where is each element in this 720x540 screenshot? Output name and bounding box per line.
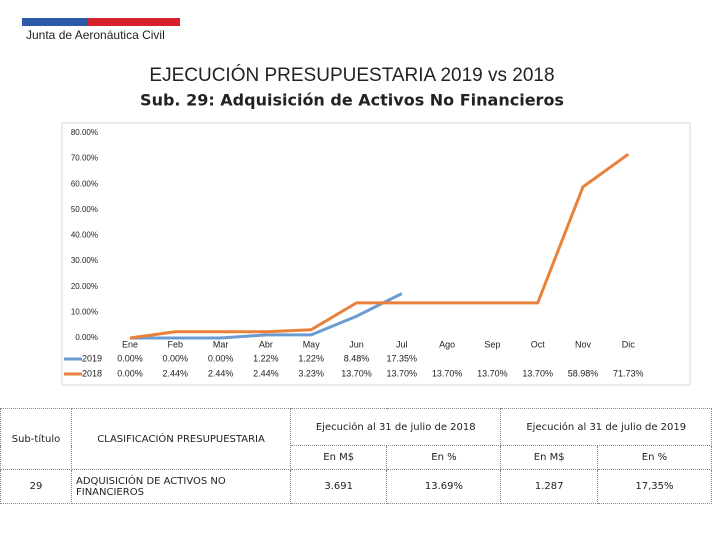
data-label: 2.44% bbox=[253, 368, 279, 378]
data-label: 2.44% bbox=[163, 368, 189, 378]
data-label: 0.00% bbox=[117, 368, 143, 378]
plot-frame bbox=[61, 122, 691, 386]
x-tick-label: Jul bbox=[396, 339, 408, 349]
y-tick-label: 60.00% bbox=[71, 179, 98, 188]
header-cell: Ejecución al 31 de julio de 2019 bbox=[500, 408, 712, 446]
legend-label: 2018 bbox=[82, 368, 102, 378]
subheader-cell: En M$ bbox=[289, 445, 388, 470]
data-label: 1.22% bbox=[298, 353, 324, 363]
data-label: 0.00% bbox=[163, 353, 189, 363]
header-cell: Ejecución al 31 de julio de 2018 bbox=[289, 408, 502, 446]
legend-label: 2019 bbox=[82, 353, 102, 363]
x-tick-label: Ene bbox=[122, 339, 138, 349]
cell: 3.691 bbox=[289, 469, 388, 504]
series-line bbox=[130, 292, 403, 340]
header-cell: CLASIFICACIÓN PRESUPUESTARIA bbox=[71, 408, 291, 470]
data-label: 13.70% bbox=[387, 368, 418, 378]
cell: ADQUISICIÓN DE ACTIVOS NO FINANCIEROS bbox=[71, 469, 291, 504]
cell: 29 bbox=[0, 469, 72, 504]
logo-bar-blue bbox=[22, 18, 88, 26]
subheader-cell: En % bbox=[386, 445, 502, 470]
cell: 13.69% bbox=[386, 469, 502, 504]
y-tick-label: 50.00% bbox=[71, 205, 98, 214]
x-tick-label: Dic bbox=[622, 339, 635, 349]
x-tick-label: May bbox=[303, 339, 321, 349]
y-tick-label: 0.00% bbox=[75, 333, 98, 342]
y-tick-label: 30.00% bbox=[71, 256, 98, 265]
data-label: 2.44% bbox=[208, 368, 234, 378]
data-label: 13.70% bbox=[341, 368, 372, 378]
x-tick-label: Ago bbox=[439, 339, 455, 349]
x-tick-label: Mar bbox=[213, 339, 229, 349]
logo-bar-red bbox=[88, 18, 180, 26]
x-tick-label: Sep bbox=[484, 339, 500, 349]
data-label: 1.22% bbox=[253, 353, 279, 363]
y-tick-label: 80.00% bbox=[71, 128, 98, 137]
data-label: 0.00% bbox=[208, 353, 234, 363]
data-label: 13.70% bbox=[522, 368, 553, 378]
data-label: 17.35% bbox=[387, 353, 418, 363]
cell: 1.287 bbox=[500, 469, 598, 504]
data-label: 13.70% bbox=[432, 368, 463, 378]
header-cell: Sub-título bbox=[0, 408, 72, 470]
chart-subtitle: Sub. 29: Adquisición de Activos No Finan… bbox=[140, 91, 564, 110]
x-tick-label: Abr bbox=[259, 339, 273, 349]
data-label: 58.98% bbox=[568, 368, 599, 378]
cell: 17,35% bbox=[596, 469, 713, 504]
series-line bbox=[129, 152, 630, 340]
chart-title: EJECUCIÓN PRESUPUESTARIA 2019 vs 2018 bbox=[149, 64, 554, 86]
chart: Junta de Aeronáutica Civil EJECUCIÓN PRE… bbox=[22, 18, 691, 386]
y-tick-label: 20.00% bbox=[71, 282, 98, 291]
x-tick-label: Feb bbox=[168, 339, 184, 349]
x-tick-label: Oct bbox=[531, 339, 546, 349]
organization: Junta de Aeronáutica Civil bbox=[26, 28, 165, 42]
budget-table: Sub-título CLASIFICACIÓN PRESUPUESTARIA … bbox=[0, 408, 713, 504]
data-label: 8.48% bbox=[344, 353, 370, 363]
data-label: 13.70% bbox=[477, 368, 508, 378]
y-tick-label: 10.00% bbox=[71, 307, 98, 316]
subheader-cell: En M$ bbox=[500, 445, 598, 470]
data-label: 3.23% bbox=[298, 368, 324, 378]
x-tick-label: Nov bbox=[575, 339, 592, 349]
data-label: 71.73% bbox=[613, 368, 644, 378]
y-tick-label: 40.00% bbox=[71, 231, 98, 240]
x-tick-label: Jun bbox=[349, 339, 364, 349]
data-label: 0.00% bbox=[117, 353, 143, 363]
y-tick-label: 70.00% bbox=[71, 154, 98, 163]
subheader-cell: En % bbox=[596, 445, 713, 470]
